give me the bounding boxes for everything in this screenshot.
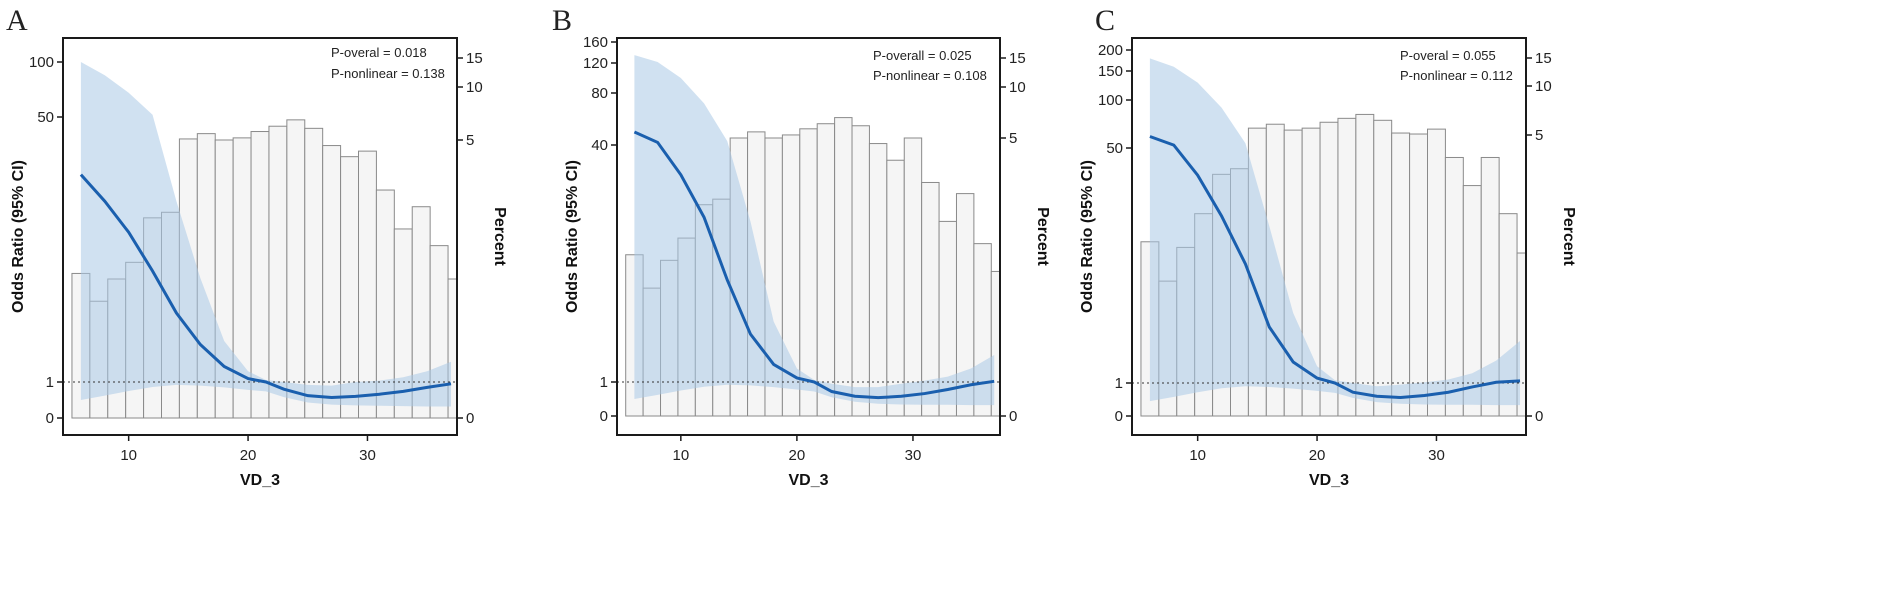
- histogram-bar: [1009, 283, 1026, 416]
- left-axis-tick-label: 1: [600, 374, 608, 391]
- plot-area: [1132, 58, 1571, 417]
- right-axis-tick-label: 10: [466, 79, 483, 96]
- histogram-bar: [1337, 117, 1357, 417]
- right-axis-tick-label: 15: [1535, 50, 1552, 67]
- odds-ratio-curve: [633, 130, 995, 400]
- y-axis-title-right: Percent: [1560, 207, 1577, 266]
- left-axis-tick-label: 40: [591, 137, 608, 154]
- right-axis-tick-label: 5: [466, 132, 474, 149]
- plot-frame: [1131, 37, 1527, 436]
- histogram-bar: [1409, 133, 1429, 417]
- histogram-bar: [304, 127, 324, 419]
- right-axis-tick-label: 15: [466, 50, 483, 67]
- p-value-annotation: P-nonlinear = 0.112: [1400, 68, 1513, 83]
- left-axis-tick-label: 120: [583, 55, 608, 72]
- histogram-bar: [903, 137, 923, 417]
- histogram-bar: [322, 145, 342, 419]
- right-axis-tick-label: 10: [1535, 78, 1552, 95]
- panel-label: C: [1095, 4, 1115, 37]
- chart-panel-a: 0 1 50 100 0 5 10 15 10 20 30 VD_3 Odds Ratio (95% C…: [6, 4, 508, 489]
- x-axis-tick-label: 10: [1189, 447, 1206, 464]
- histogram-bar: [358, 150, 377, 419]
- left-axis-tick-label: 80: [591, 85, 608, 102]
- y-axis-title-right: Percent: [491, 207, 508, 266]
- right-axis-tick-label: 0: [1535, 408, 1543, 425]
- right-axis-tick-label: 0: [1009, 408, 1017, 425]
- p-value-annotation: P-overal = 0.055: [1400, 48, 1496, 63]
- x-axis-tick-label: 30: [1428, 447, 1445, 464]
- histogram-bar: [1427, 128, 1446, 417]
- x-axis-tick-label: 30: [905, 447, 922, 464]
- histogram-bar: [990, 270, 1000, 417]
- histogram-bar: [484, 279, 502, 418]
- x-axis-tick-label: 10: [672, 447, 689, 464]
- left-axis-tick-label: 160: [583, 34, 608, 51]
- confidence-band: [634, 55, 995, 406]
- histogram-bar: [1355, 113, 1375, 417]
- p-value-annotation: P-overall = 0.025: [873, 48, 972, 63]
- left-axis-tick-label: 50: [1106, 140, 1123, 157]
- y-axis-title-left: Odds Ratio (95% CI): [1079, 160, 1096, 313]
- left-axis-tick-label: 1: [1115, 375, 1123, 392]
- left-axis-tick-label: 0: [46, 410, 54, 427]
- plot-frame: [616, 37, 1001, 436]
- plot-area: [63, 62, 502, 419]
- p-value-annotation: P-overal = 0.018: [331, 45, 427, 60]
- right-axis-tick-label: 0: [466, 410, 474, 427]
- plot-frame: [62, 37, 458, 436]
- histogram-bar: [886, 159, 905, 417]
- confidence-band: [1149, 58, 1521, 406]
- x-axis-tick-label: 20: [1309, 447, 1326, 464]
- histogram-bar: [268, 125, 288, 419]
- x-axis-tick-label: 30: [359, 447, 376, 464]
- left-axis-tick-label: 100: [29, 54, 54, 71]
- right-axis-tick-label: 15: [1009, 50, 1026, 67]
- histogram-bar: [466, 285, 484, 418]
- left-axis-tick-label: 0: [600, 408, 608, 425]
- x-axis-tick-label: 20: [240, 447, 257, 464]
- left-axis-tick-label: 150: [1098, 63, 1123, 80]
- left-axis-tick-label: 100: [1098, 92, 1123, 109]
- left-axis-tick-label: 200: [1098, 42, 1123, 59]
- histogram-bar: [1373, 119, 1393, 417]
- panel-label: A: [6, 4, 28, 37]
- odds-ratio-curve: [1149, 135, 1521, 400]
- y-axis-title-left: Odds Ratio (95% CI): [10, 160, 27, 313]
- histogram-bar: [1553, 253, 1571, 416]
- x-axis-title: VD_3: [1309, 472, 1349, 489]
- right-axis-tick-label: 10: [1009, 79, 1026, 96]
- y-axis-title-right: Percent: [1034, 207, 1051, 266]
- left-axis-tick-label: 0: [1115, 408, 1123, 425]
- x-axis-title: VD_3: [240, 472, 280, 489]
- left-axis-tick-label: 1: [46, 374, 54, 391]
- right-axis-tick-label: 5: [1009, 130, 1017, 147]
- x-axis-tick-label: 20: [789, 447, 806, 464]
- right-axis-tick-label: 5: [1535, 127, 1543, 144]
- y-axis-title-left: Odds Ratio (95% CI): [564, 160, 581, 313]
- histogram-bar: [834, 117, 853, 417]
- histogram-bar: [340, 156, 360, 419]
- x-axis-title: VD_3: [788, 472, 828, 489]
- histogram-bar: [286, 119, 306, 419]
- histogram-bar: [1535, 264, 1553, 416]
- left-axis-tick-label: 50: [37, 109, 54, 126]
- x-axis-tick-label: 10: [120, 447, 137, 464]
- histogram-bar: [868, 143, 888, 417]
- plot-area: [617, 55, 1043, 417]
- histogram-bar: [851, 125, 870, 417]
- histogram-bar: [816, 123, 836, 417]
- odds-ratio-curve: [79, 173, 452, 399]
- chart-panel-b: 0 1 40 80 120 160 0 5 10 15 10 20 30 VD_3 Odds Ratio (…: [552, 4, 1051, 489]
- p-value-annotation: P-nonlinear = 0.108: [873, 68, 987, 83]
- histogram-bar: [1391, 132, 1411, 417]
- confidence-band: [80, 62, 452, 407]
- p-value-annotation: P-nonlinear = 0.138: [331, 66, 445, 81]
- panel-label: B: [552, 4, 572, 37]
- histogram-bar: [1026, 271, 1043, 416]
